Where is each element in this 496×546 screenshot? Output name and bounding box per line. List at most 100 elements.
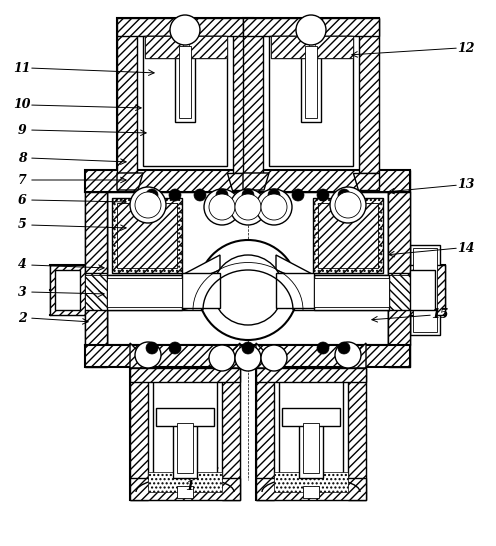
Text: 10: 10 [13,98,31,111]
Bar [182,273,220,308]
Circle shape [268,189,280,201]
Bar [313,198,383,273]
Bar [117,18,137,173]
Bar [85,170,107,367]
Circle shape [317,189,329,201]
Bar [112,198,182,273]
Bar [107,278,182,307]
Bar [107,192,388,345]
Circle shape [261,194,287,220]
Circle shape [198,240,298,340]
Text: 3: 3 [18,286,26,299]
Circle shape [335,192,361,218]
Bar [410,245,440,335]
Circle shape [256,189,292,225]
Circle shape [296,15,326,45]
Bar [173,418,197,478]
Text: 12: 12 [457,41,475,55]
Bar [243,18,379,173]
Circle shape [242,342,254,354]
Bar [256,478,366,500]
Bar [243,18,263,173]
Bar [85,345,410,367]
Bar [274,472,348,492]
Text: 15: 15 [431,308,449,322]
Bar [112,198,182,273]
Polygon shape [182,285,220,310]
Bar [189,36,227,58]
Bar [175,42,195,122]
Bar [305,46,317,118]
Bar [153,373,217,475]
Bar [85,170,410,192]
Polygon shape [182,255,220,285]
Circle shape [230,189,266,225]
Bar [107,275,182,310]
Bar [256,368,274,500]
Circle shape [204,189,240,225]
Bar [130,368,148,500]
Bar [410,270,435,310]
Text: 7: 7 [18,174,26,187]
Circle shape [213,255,283,325]
Circle shape [194,189,206,201]
Polygon shape [388,310,410,345]
Circle shape [235,194,261,220]
Polygon shape [117,173,143,190]
Bar [50,265,85,315]
Text: 9: 9 [18,123,26,136]
Text: 1: 1 [186,479,194,492]
Circle shape [317,342,329,354]
Bar [348,368,366,500]
Text: 4: 4 [18,258,26,271]
Circle shape [209,345,235,371]
Polygon shape [85,275,107,310]
Bar [145,36,225,58]
Circle shape [130,187,166,223]
Bar [177,486,193,498]
Bar [55,270,80,310]
Circle shape [338,189,350,201]
Text: 6: 6 [18,193,26,206]
Circle shape [135,342,161,368]
Bar [413,248,437,332]
Circle shape [169,342,181,354]
Polygon shape [130,343,150,368]
Bar [303,486,319,498]
Bar [130,368,240,500]
Bar [177,423,193,473]
Polygon shape [346,343,366,368]
Circle shape [209,194,235,220]
Polygon shape [227,173,253,190]
Text: 5: 5 [18,218,26,232]
Bar [315,36,353,58]
Bar [314,275,389,310]
Bar [279,373,343,475]
Bar [143,36,227,166]
Circle shape [261,345,287,371]
Text: 8: 8 [18,151,26,164]
Bar [271,36,351,58]
Circle shape [135,192,161,218]
Bar [222,368,240,500]
Circle shape [338,342,350,354]
Circle shape [335,342,361,368]
Bar [410,265,445,315]
Bar [282,408,340,426]
Polygon shape [243,173,269,190]
Bar [179,46,191,118]
Circle shape [146,189,158,201]
Bar [256,368,366,500]
Circle shape [235,345,261,371]
Bar [301,42,321,122]
Text: 2: 2 [18,312,26,324]
Bar [117,18,253,36]
Bar [117,203,177,268]
Polygon shape [256,343,276,368]
Bar [130,478,240,500]
Circle shape [169,189,181,201]
Polygon shape [85,192,107,273]
Bar [148,472,222,492]
Circle shape [146,342,158,354]
Bar [313,198,383,273]
